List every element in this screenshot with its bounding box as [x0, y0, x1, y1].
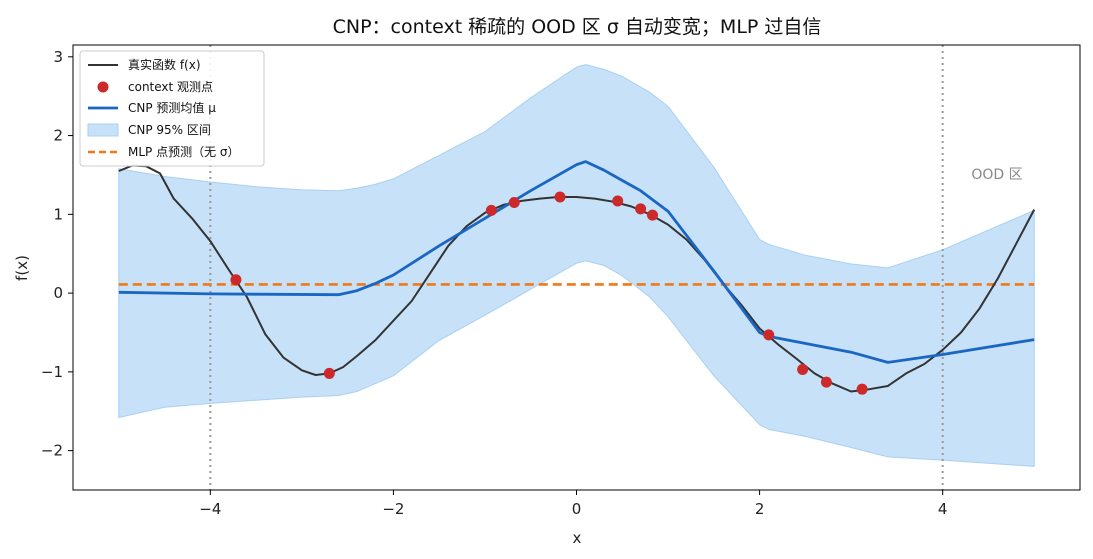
context-point: [646, 209, 658, 221]
ood-layer: [209, 45, 944, 490]
legend: 真实函数 f(x) context 观测点 CNP 预测均值 μ CNP 95% 区间…: [79, 50, 265, 167]
context-point: [323, 367, 335, 379]
legend-label: 真实函数 f(x): [128, 57, 201, 72]
context-point: [230, 274, 242, 286]
context-point: [856, 383, 868, 395]
x-tick-label: −2: [382, 500, 404, 518]
x-tick-label: 0: [572, 500, 582, 518]
legend-label: CNP 95% 区间: [128, 123, 211, 137]
legend-label: CNP 预测均值 μ: [128, 100, 216, 115]
x-tick-label: 4: [938, 500, 948, 518]
plot-area: [118, 45, 1036, 490]
x-tick-label: 2: [755, 500, 765, 518]
ood-label: OOD 区: [971, 167, 1022, 183]
context-point: [635, 203, 647, 215]
context-point: [554, 191, 566, 203]
context-point: [763, 329, 775, 341]
legend-label: context 观测点: [128, 80, 213, 94]
context-point: [820, 376, 832, 388]
context-point: [797, 363, 809, 375]
tick-layer: −4 −2 0 2 4 −2 −1 0 1 2 3: [41, 48, 948, 518]
legend-box: [79, 50, 265, 167]
cnp-mean-line: [118, 160, 1035, 364]
context-point: [612, 195, 624, 207]
legend-label: MLP 点预测（无 σ）: [128, 145, 240, 159]
y-tick-label: 3: [53, 48, 63, 66]
y-tick-label: −2: [41, 442, 63, 460]
legend-context-swatch: [97, 81, 109, 93]
y-tick-label: 0: [53, 284, 63, 302]
legend-band-swatch: [87, 123, 119, 137]
y-tick-label: −1: [41, 363, 63, 381]
y-tick-label: 2: [53, 127, 63, 145]
point-layer: [230, 191, 868, 395]
y-tick-label: 1: [53, 205, 63, 223]
context-point: [508, 197, 520, 209]
y-axis-label: f(x): [13, 255, 31, 281]
x-axis-label: x: [573, 529, 582, 547]
x-tick-label: −4: [199, 500, 221, 518]
chart-title: CNP：context 稀疏的 OOD 区 σ 自动变宽；MLP 过自信: [333, 16, 822, 38]
context-point: [485, 204, 497, 216]
